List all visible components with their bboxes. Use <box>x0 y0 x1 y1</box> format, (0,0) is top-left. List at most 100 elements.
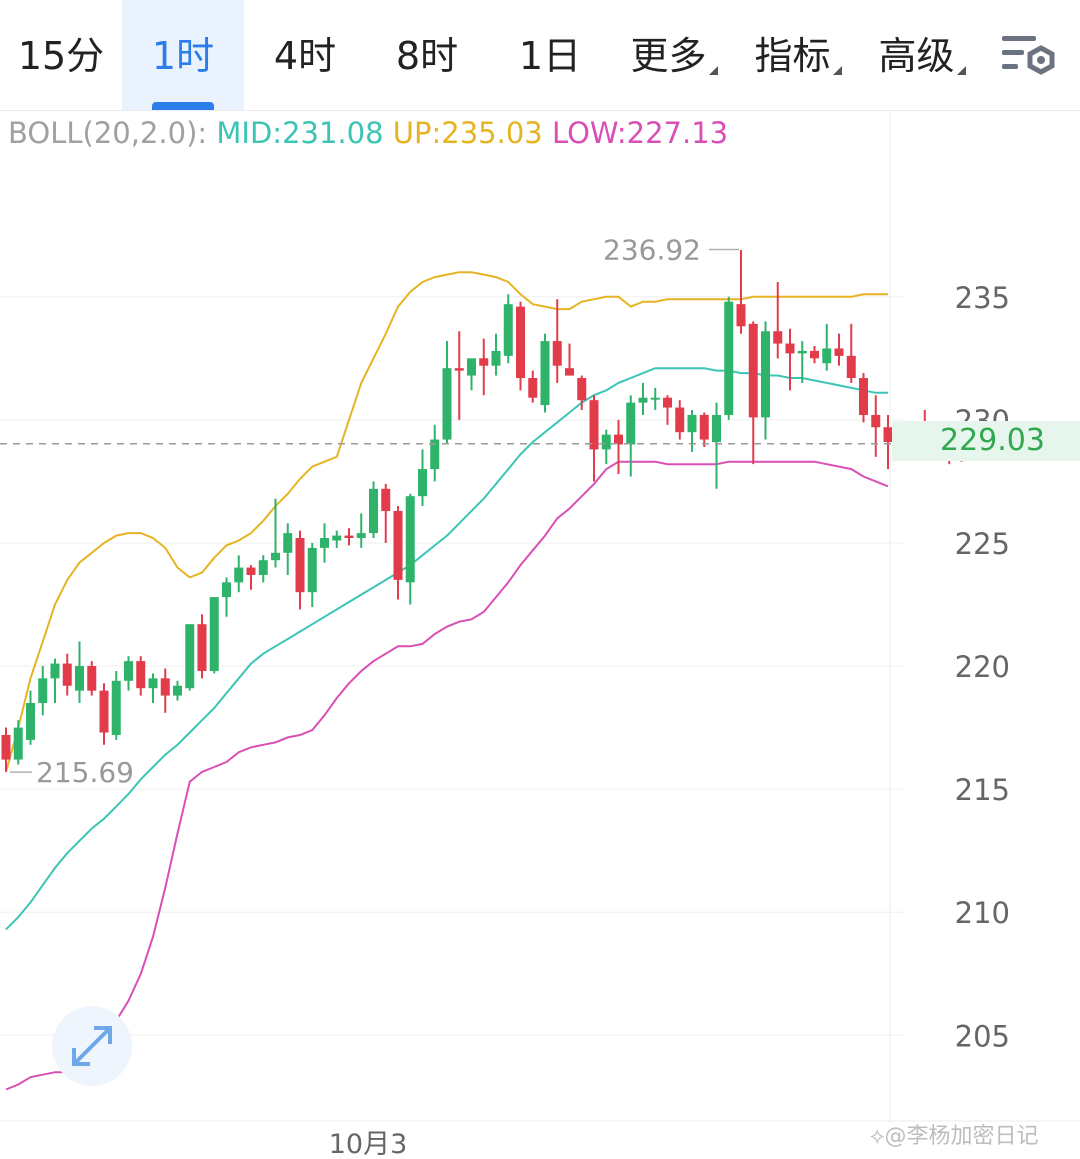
candle-body <box>430 439 440 470</box>
chart-settings-button[interactable] <box>998 28 1060 84</box>
candle-body <box>173 685 182 696</box>
candle-body <box>26 702 35 740</box>
candle-body <box>552 341 562 366</box>
candle-body <box>369 488 378 534</box>
chart-settings-icon <box>1002 36 1055 75</box>
candle-body <box>393 510 403 580</box>
dropdown-triangle-icon <box>708 66 718 75</box>
candle-body <box>148 678 158 689</box>
candle-body <box>124 661 133 681</box>
expand-arrows-icon <box>72 1026 112 1066</box>
candle-body <box>626 402 636 445</box>
candle-body <box>185 624 195 689</box>
tab-label: 1日 <box>518 34 582 78</box>
active-tab-indicator <box>152 102 214 110</box>
candle-body <box>736 304 746 327</box>
lower-band-line <box>5 460 889 1091</box>
x-tick-label: 10月3 <box>329 1129 408 1159</box>
candle-body <box>356 533 366 539</box>
candle-body <box>663 397 672 408</box>
candle-body <box>405 496 415 583</box>
candle-body <box>491 350 501 366</box>
tab-1[interactable]: 1时 <box>122 0 244 110</box>
legend-indicator-name: BOLL(20,2.0): <box>8 116 208 150</box>
legend-low: LOW:227.13 <box>551 116 729 150</box>
candle-body <box>111 680 121 735</box>
candle-body <box>258 560 268 575</box>
candle-body <box>271 552 280 561</box>
expand-chart-button[interactable] <box>52 1006 132 1086</box>
y-tick-label: 210 <box>955 896 1010 930</box>
candle-body <box>283 533 293 553</box>
candle-body <box>601 434 611 450</box>
candle-body <box>724 301 734 415</box>
watermark: ⟡@李杨加密日记 <box>870 1118 1039 1150</box>
candle-body <box>381 488 391 511</box>
watermark-text: 李杨加密日记 <box>906 1124 1039 1149</box>
tab-5[interactable]: 更多 <box>612 0 736 110</box>
candle-body <box>13 727 23 760</box>
candle-body <box>797 350 807 354</box>
candle-body <box>773 331 783 344</box>
tab-0[interactable]: 15分 <box>0 0 122 110</box>
candle-body <box>332 535 342 541</box>
candle-body <box>209 597 219 671</box>
tab-label: 指标 <box>754 34 831 78</box>
tab-label: 高级 <box>878 34 955 78</box>
candle-body <box>454 368 464 371</box>
dropdown-triangle-icon <box>956 66 966 75</box>
tab-4[interactable]: 1日 <box>488 0 612 110</box>
tab-2[interactable]: 4时 <box>244 0 366 110</box>
candle-body <box>699 414 709 440</box>
candle-body <box>75 666 84 691</box>
legend-up: UP:235.03 <box>392 116 543 150</box>
candle-body <box>307 547 317 593</box>
candle-body <box>687 414 697 433</box>
tab-label: 4时 <box>273 34 337 78</box>
candle-body <box>87 666 97 691</box>
y-tick-label: 235 <box>955 281 1010 315</box>
candle-body <box>540 341 550 406</box>
candle-body <box>418 469 427 497</box>
legend-mid: MID:231.08 <box>216 116 384 150</box>
candle-body <box>295 538 305 593</box>
candle-body <box>246 567 256 575</box>
tab-label: 1时 <box>151 34 215 78</box>
timeframe-tabs: 15分 1时 4时 8时 1日 更多 指标 高级 <box>0 0 1080 111</box>
candle-body <box>638 397 648 403</box>
watermark-logo-icon: ⟡@ <box>870 1124 907 1149</box>
candle-body <box>859 378 868 415</box>
tab-7[interactable]: 高级 <box>860 0 984 110</box>
candle-body <box>62 663 72 686</box>
candle-body <box>479 358 489 366</box>
y-tick-label: 225 <box>955 527 1010 561</box>
candle-body <box>50 663 60 679</box>
candle-body <box>503 304 513 356</box>
candle-body <box>822 348 832 364</box>
candle-body <box>565 368 574 376</box>
boll-legend: BOLL(20,2.0): MID:231.08 UP:235.03 LOW:2… <box>8 116 728 150</box>
candle-body <box>344 535 354 539</box>
candle-body <box>99 690 109 733</box>
candle-body <box>871 414 881 428</box>
candle-body <box>577 378 587 401</box>
candle-body <box>589 400 599 450</box>
candle-body <box>785 343 795 354</box>
candle-body <box>883 427 893 443</box>
y-tick-label: 220 <box>955 650 1010 684</box>
candle-body <box>197 624 207 671</box>
candle-body <box>650 397 660 400</box>
candle-body <box>528 378 538 398</box>
candle-body <box>748 323 758 418</box>
tab-3[interactable]: 8时 <box>366 0 488 110</box>
candle-body <box>712 414 721 443</box>
candle-body <box>467 358 476 376</box>
high-annotation: 236.92 <box>603 234 701 267</box>
candle-body <box>761 331 770 418</box>
candle-body <box>614 434 623 445</box>
candle-body <box>442 368 452 440</box>
y-tick-label: 215 <box>955 773 1010 807</box>
tab-6[interactable]: 指标 <box>736 0 860 110</box>
dropdown-triangle-icon <box>832 66 842 75</box>
